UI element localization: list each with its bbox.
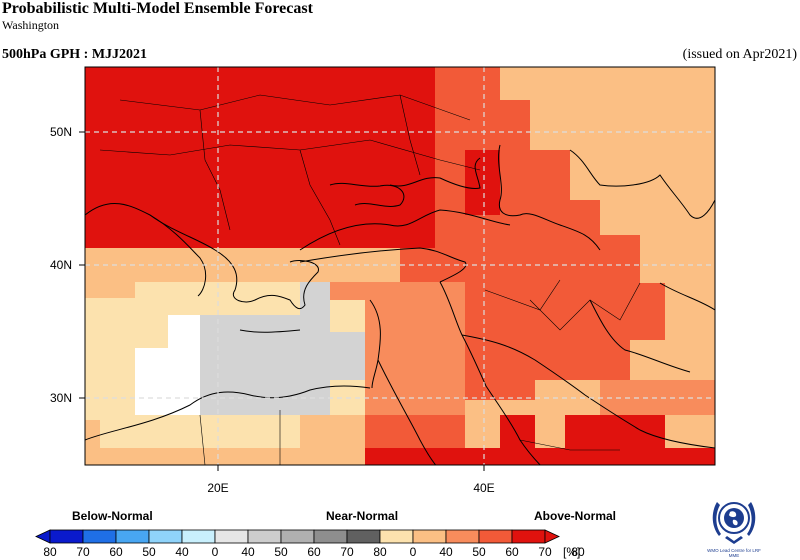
region-above-70-b (465, 280, 535, 400)
borders (99, 94, 641, 465)
lat-label-50n: 50N (50, 125, 72, 139)
legend-swatch (247, 529, 282, 544)
legend-tick-label: 60 (109, 545, 123, 559)
graticule (85, 67, 715, 465)
coastlines (85, 144, 715, 465)
legend-arrow-left (35, 529, 51, 544)
lat-label-40n: 40N (50, 258, 72, 272)
legend-tick-label: 70 (538, 545, 552, 559)
legend-tick-label: 60 (505, 545, 519, 559)
legend-swatch (379, 529, 414, 544)
forecast-variable: 500hPa GPH : MJJ2021 (2, 47, 148, 62)
legend-tick-label: 50 (274, 545, 288, 559)
legend-colorbar (35, 529, 560, 544)
wmo-logo-icon (712, 502, 756, 544)
region-above-80 (85, 67, 435, 248)
issue-date: (issued on Apr2021) (682, 47, 797, 62)
region-above-70-c (365, 415, 465, 450)
map-title: Probabilistic Multi-Model Ensemble Forec… (2, 0, 313, 17)
region-above-60-east (600, 380, 715, 415)
legend-swatch (82, 529, 117, 544)
legend-swatch (214, 529, 249, 544)
legend-above-normal-label: Above-Normal (534, 509, 617, 523)
legend-tick-label: 70 (76, 545, 90, 559)
legend-swatch (49, 529, 84, 544)
legend-swatch (181, 529, 216, 544)
legend-swatch (115, 529, 150, 544)
legend-tick-label: 80 (43, 545, 57, 559)
legend-tick-label: 40 (175, 545, 189, 559)
lon-label-20e: 20E (207, 481, 228, 495)
region-near-normal (200, 282, 365, 415)
legend-near-normal-label: Near-Normal (326, 509, 399, 523)
region-above-80-se (365, 415, 715, 465)
legend-tick-label: 70 (340, 545, 354, 559)
legend-swatch (478, 529, 513, 544)
legend-tick-label: 0 (410, 545, 417, 559)
region-above-80-n (400, 67, 435, 130)
legend-swatch (511, 529, 546, 544)
axis-ticks (79, 131, 485, 471)
legend-tick-label: 60 (307, 545, 321, 559)
legend-arrow-right (544, 529, 560, 544)
legend-swatch (313, 529, 348, 544)
lon-label-40e: 40E (473, 481, 494, 495)
legend-tick-label: 50 (472, 545, 486, 559)
map-frame (84, 66, 716, 466)
region-above-80-ne (465, 150, 500, 215)
legend-tick-label: 80 (373, 545, 387, 559)
legend-swatch (412, 529, 447, 544)
lat-label-30n: 30N (50, 391, 72, 405)
legend-swatch (280, 529, 315, 544)
legend-swatch (148, 529, 183, 544)
map-subtitle: Washington (2, 18, 60, 32)
legend-tick-label: 80 (571, 545, 585, 559)
legend-tick-labels: 80 70 60 50 40 0 40 50 60 70 80 0 40 50 60 70 80[%] (43, 545, 585, 559)
legend-swatch (346, 529, 381, 544)
logo-caption: WMO Lead Centre for LRF MME (707, 548, 761, 558)
legend-tick-label: 40 (241, 545, 255, 559)
legend-below-normal-label: Below-Normal (72, 509, 153, 523)
legend-swatch (445, 529, 480, 544)
legend-tick-label: 40 (439, 545, 453, 559)
legend-tick-label: 50 (142, 545, 156, 559)
probability-grid (85, 67, 715, 465)
legend-unit-label: [%] (563, 545, 580, 559)
region-below-normal (135, 315, 200, 415)
legend-tick-label: 0 (212, 545, 219, 559)
